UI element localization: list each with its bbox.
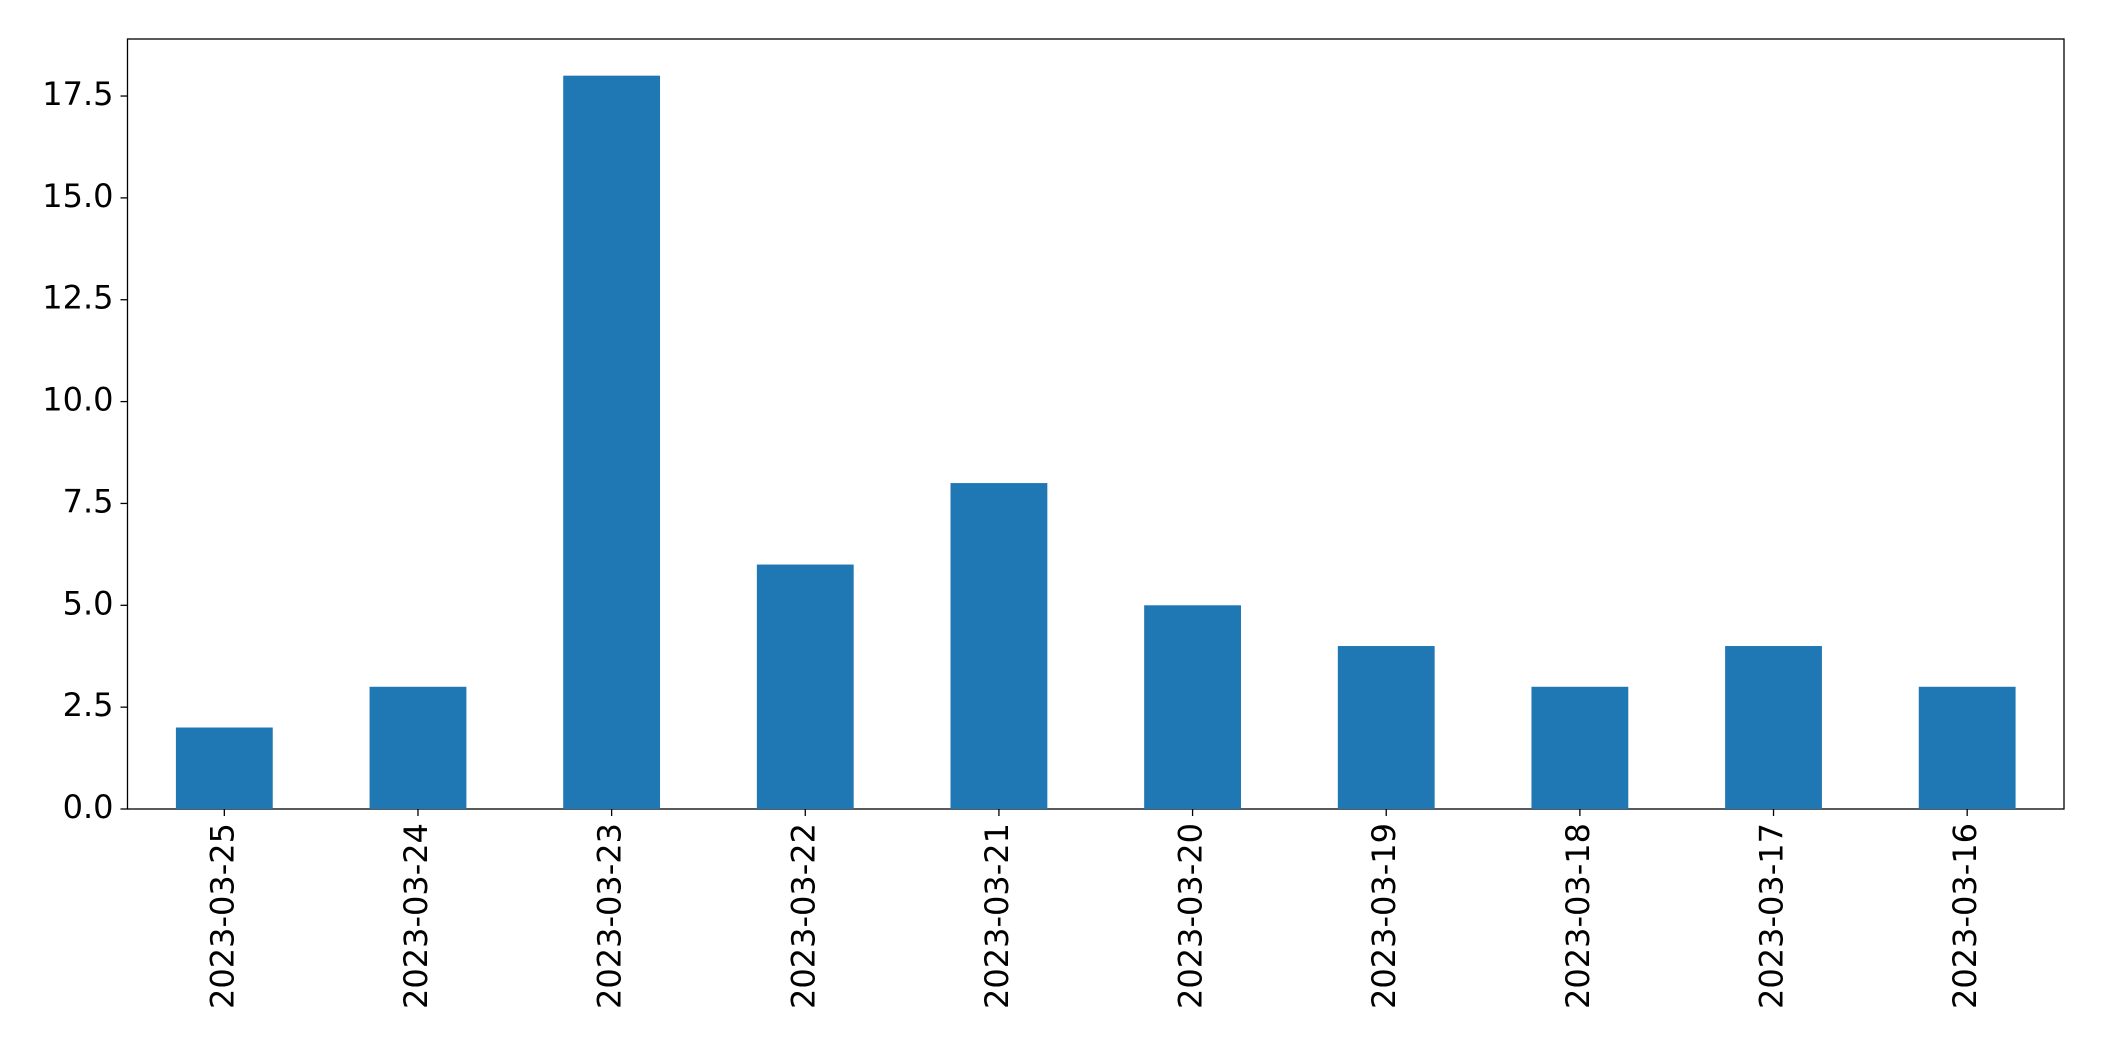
x-tick-label: 2023-03-19 — [1365, 823, 1403, 1009]
bar — [756, 564, 854, 809]
axes-frame — [126, 38, 2065, 810]
x-tick-label: 2023-03-23 — [591, 823, 629, 1009]
y-tick-label: 10.0 — [42, 381, 113, 419]
bar — [1725, 646, 1822, 809]
x-tick-label: 2023-03-16 — [1946, 823, 1984, 1009]
x-tick-label: 2023-03-25 — [203, 823, 241, 1009]
x-tick-label: 2023-03-24 — [397, 823, 435, 1009]
y-tick-label: 12.5 — [42, 279, 113, 317]
y-tick-label: 7.5 — [63, 482, 114, 520]
bar — [563, 75, 661, 809]
x-tick-label: 2023-03-21 — [978, 823, 1016, 1009]
bar — [1918, 686, 2016, 809]
bar — [175, 727, 273, 809]
y-tick-label: 0.0 — [63, 788, 114, 826]
bar — [1144, 605, 1241, 809]
y-tick-label: 15.0 — [42, 177, 113, 215]
x-tick-label: 2023-03-20 — [1172, 823, 1210, 1009]
bar — [1531, 686, 1629, 809]
bar — [1337, 646, 1435, 809]
y-tick-label: 17.5 — [42, 75, 113, 113]
bar — [369, 686, 467, 809]
x-tick-label: 2023-03-17 — [1753, 823, 1791, 1009]
bar — [950, 483, 1048, 809]
x-tick-label: 2023-03-22 — [784, 823, 822, 1009]
y-tick-label: 5.0 — [63, 584, 114, 622]
x-tick-label: 2023-03-18 — [1559, 823, 1597, 1009]
y-tick-label: 2.5 — [63, 686, 114, 724]
